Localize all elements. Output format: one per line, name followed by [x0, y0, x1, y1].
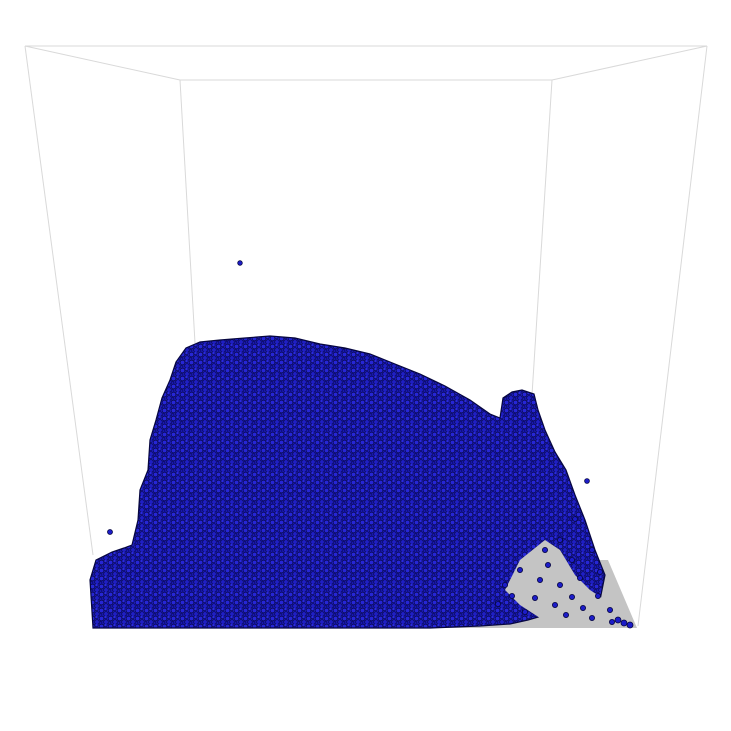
scattered-particles: [107, 260, 634, 629]
floor-exposed-region: [505, 540, 625, 628]
simulation-box-front-edges: [24, 45, 708, 627]
simulation-box-top-edges: [24, 45, 708, 81]
simulation-box-back-edges: [179, 79, 553, 396]
